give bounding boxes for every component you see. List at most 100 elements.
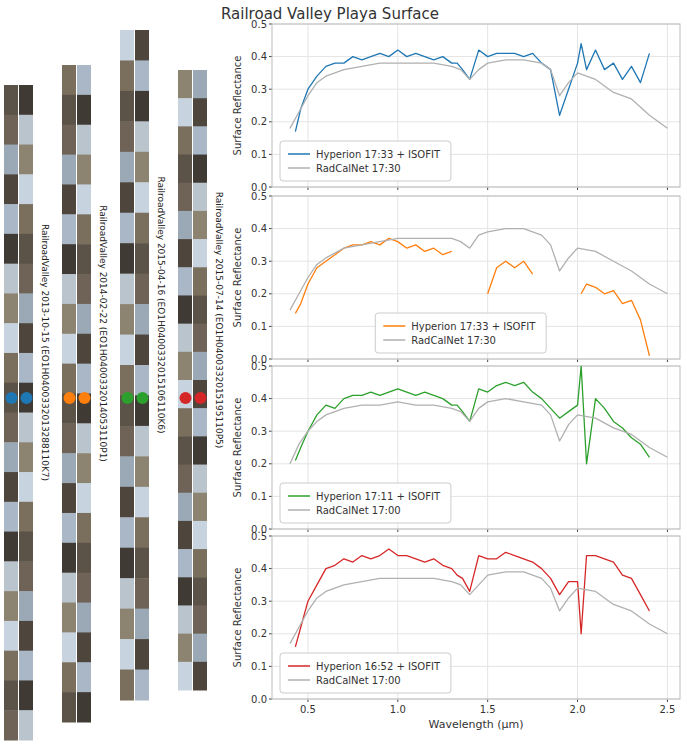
y-tick-label: 0.5 (251, 531, 267, 542)
strip-pixel-band (4, 174, 18, 204)
strip-pixel-band (120, 121, 134, 152)
legend-box (280, 141, 451, 181)
strip-pixel-band (19, 621, 33, 651)
strip-pixel-band (193, 352, 207, 381)
strip-pixel-band (178, 155, 192, 184)
plot-area (272, 24, 680, 187)
strip-pixel-band (135, 152, 149, 183)
strip-pixel-band (77, 662, 91, 692)
strip-pixel-band (77, 65, 91, 95)
strip-pixel-band (19, 472, 33, 502)
strip-pixel-band (4, 621, 18, 651)
strip-pixel-band (135, 121, 149, 152)
strip-pixel-band (77, 632, 91, 662)
strip-pixel-band (193, 295, 207, 324)
y-tick-label: 0.5 (251, 361, 267, 372)
strip-pixel-band (193, 521, 207, 550)
data-lines (290, 229, 667, 356)
strip-pixel-band (178, 324, 192, 353)
strip-pixel-band (4, 145, 18, 175)
x-grid-line (667, 24, 668, 187)
strip-pixel-band (135, 213, 149, 244)
strip-pixel-band (4, 413, 18, 443)
strip-pixel-band (4, 115, 18, 145)
y-grid-line (272, 261, 680, 262)
strip-pixel-band (77, 125, 91, 155)
strip-pixel-band (178, 352, 192, 381)
strip-pixel-band (178, 183, 192, 212)
strip-pixel-band (4, 472, 18, 502)
strip-pixel-band (120, 548, 134, 579)
spectrum-line (290, 399, 667, 464)
strip-pixel-band (4, 710, 18, 740)
strip-pixel-band (178, 295, 192, 324)
strip-pixel-band (120, 152, 134, 183)
strip-label: RailroadValley 2015-07-14 (EO1H040033201… (214, 192, 224, 449)
strip-marker (79, 392, 91, 404)
strip-pixel-band (193, 98, 207, 127)
strip-pixel-band (77, 364, 91, 394)
x-tick-label: 0.5 (300, 704, 316, 715)
strip-pixel-band (62, 662, 76, 692)
x-grid-line (667, 196, 668, 359)
strip-pixel-band (135, 639, 149, 670)
strip-pixel-band (19, 532, 33, 562)
strip-pixel-band (178, 126, 192, 155)
strip-pixel-band (77, 95, 91, 125)
strip-pixel-band (19, 85, 33, 115)
strip-pixel-band (4, 293, 18, 323)
strip-pixel-band (19, 145, 33, 175)
strip-pixel-band (120, 60, 134, 91)
data-lines (290, 549, 667, 647)
strip-pixel-band (77, 214, 91, 244)
legend-label: Hyperion 17:33 + ISOFIT (316, 149, 441, 160)
strip-pixel-band (19, 502, 33, 532)
legend-swatch (288, 679, 310, 681)
strip-pixel-band (19, 442, 33, 472)
strip-pixel-band (178, 521, 192, 550)
strip-pixel-band (135, 670, 149, 701)
strip-pixel-band (178, 465, 192, 494)
strip-pixel-band (135, 578, 149, 609)
strip-marker (180, 392, 192, 404)
strip-pixel-band (62, 125, 76, 155)
y-tick-label: 0.2 (251, 116, 267, 127)
strip-pixel-band (77, 543, 91, 573)
strip-pixel-band (19, 174, 33, 204)
strip-pixel-band (62, 214, 76, 244)
strip-pixel-band (135, 30, 149, 61)
legend-swatch (383, 325, 405, 327)
strip-pixel-band (120, 182, 134, 213)
legend-swatch (288, 153, 310, 155)
strip-pixel-band (4, 442, 18, 472)
strip-pixel-band (4, 323, 18, 353)
strip-pixel-band (193, 211, 207, 240)
strip-pixel-band (193, 549, 207, 578)
strip-pixel-band (120, 91, 134, 122)
plot-area (272, 536, 680, 699)
x-grid-line (667, 536, 668, 699)
strip-pixel-band (178, 408, 192, 437)
y-axis-title: Surface Reflectance (232, 568, 243, 668)
strip-pixel-band (193, 493, 207, 522)
strip-pixel-band (178, 239, 192, 268)
strip-pixel-band (120, 670, 134, 701)
legend-label: RadCalNet 17:00 (316, 505, 401, 516)
strip-pixel-band (62, 184, 76, 214)
strip-pixel-band (19, 413, 33, 443)
legend: Hyperion 17:11 + ISOFITRadCalNet 17:00 (280, 483, 451, 523)
strip-pixel-band (193, 126, 207, 155)
x-grid-line (487, 24, 488, 187)
strip-pixel-band (178, 380, 192, 409)
strip-pixel-band (77, 603, 91, 633)
strip-pixel-band (19, 383, 33, 413)
strip-pixel-band (135, 182, 149, 213)
strip-pixel-band (4, 561, 18, 591)
strip-pixel-band (120, 517, 134, 548)
strip-pixel-band (4, 204, 18, 234)
strip-pixel-band (120, 365, 134, 396)
strip-pixel-band (178, 211, 192, 240)
strip-pixel-band (135, 243, 149, 274)
strip-pixel-band (4, 353, 18, 383)
strip-marker (64, 392, 76, 404)
